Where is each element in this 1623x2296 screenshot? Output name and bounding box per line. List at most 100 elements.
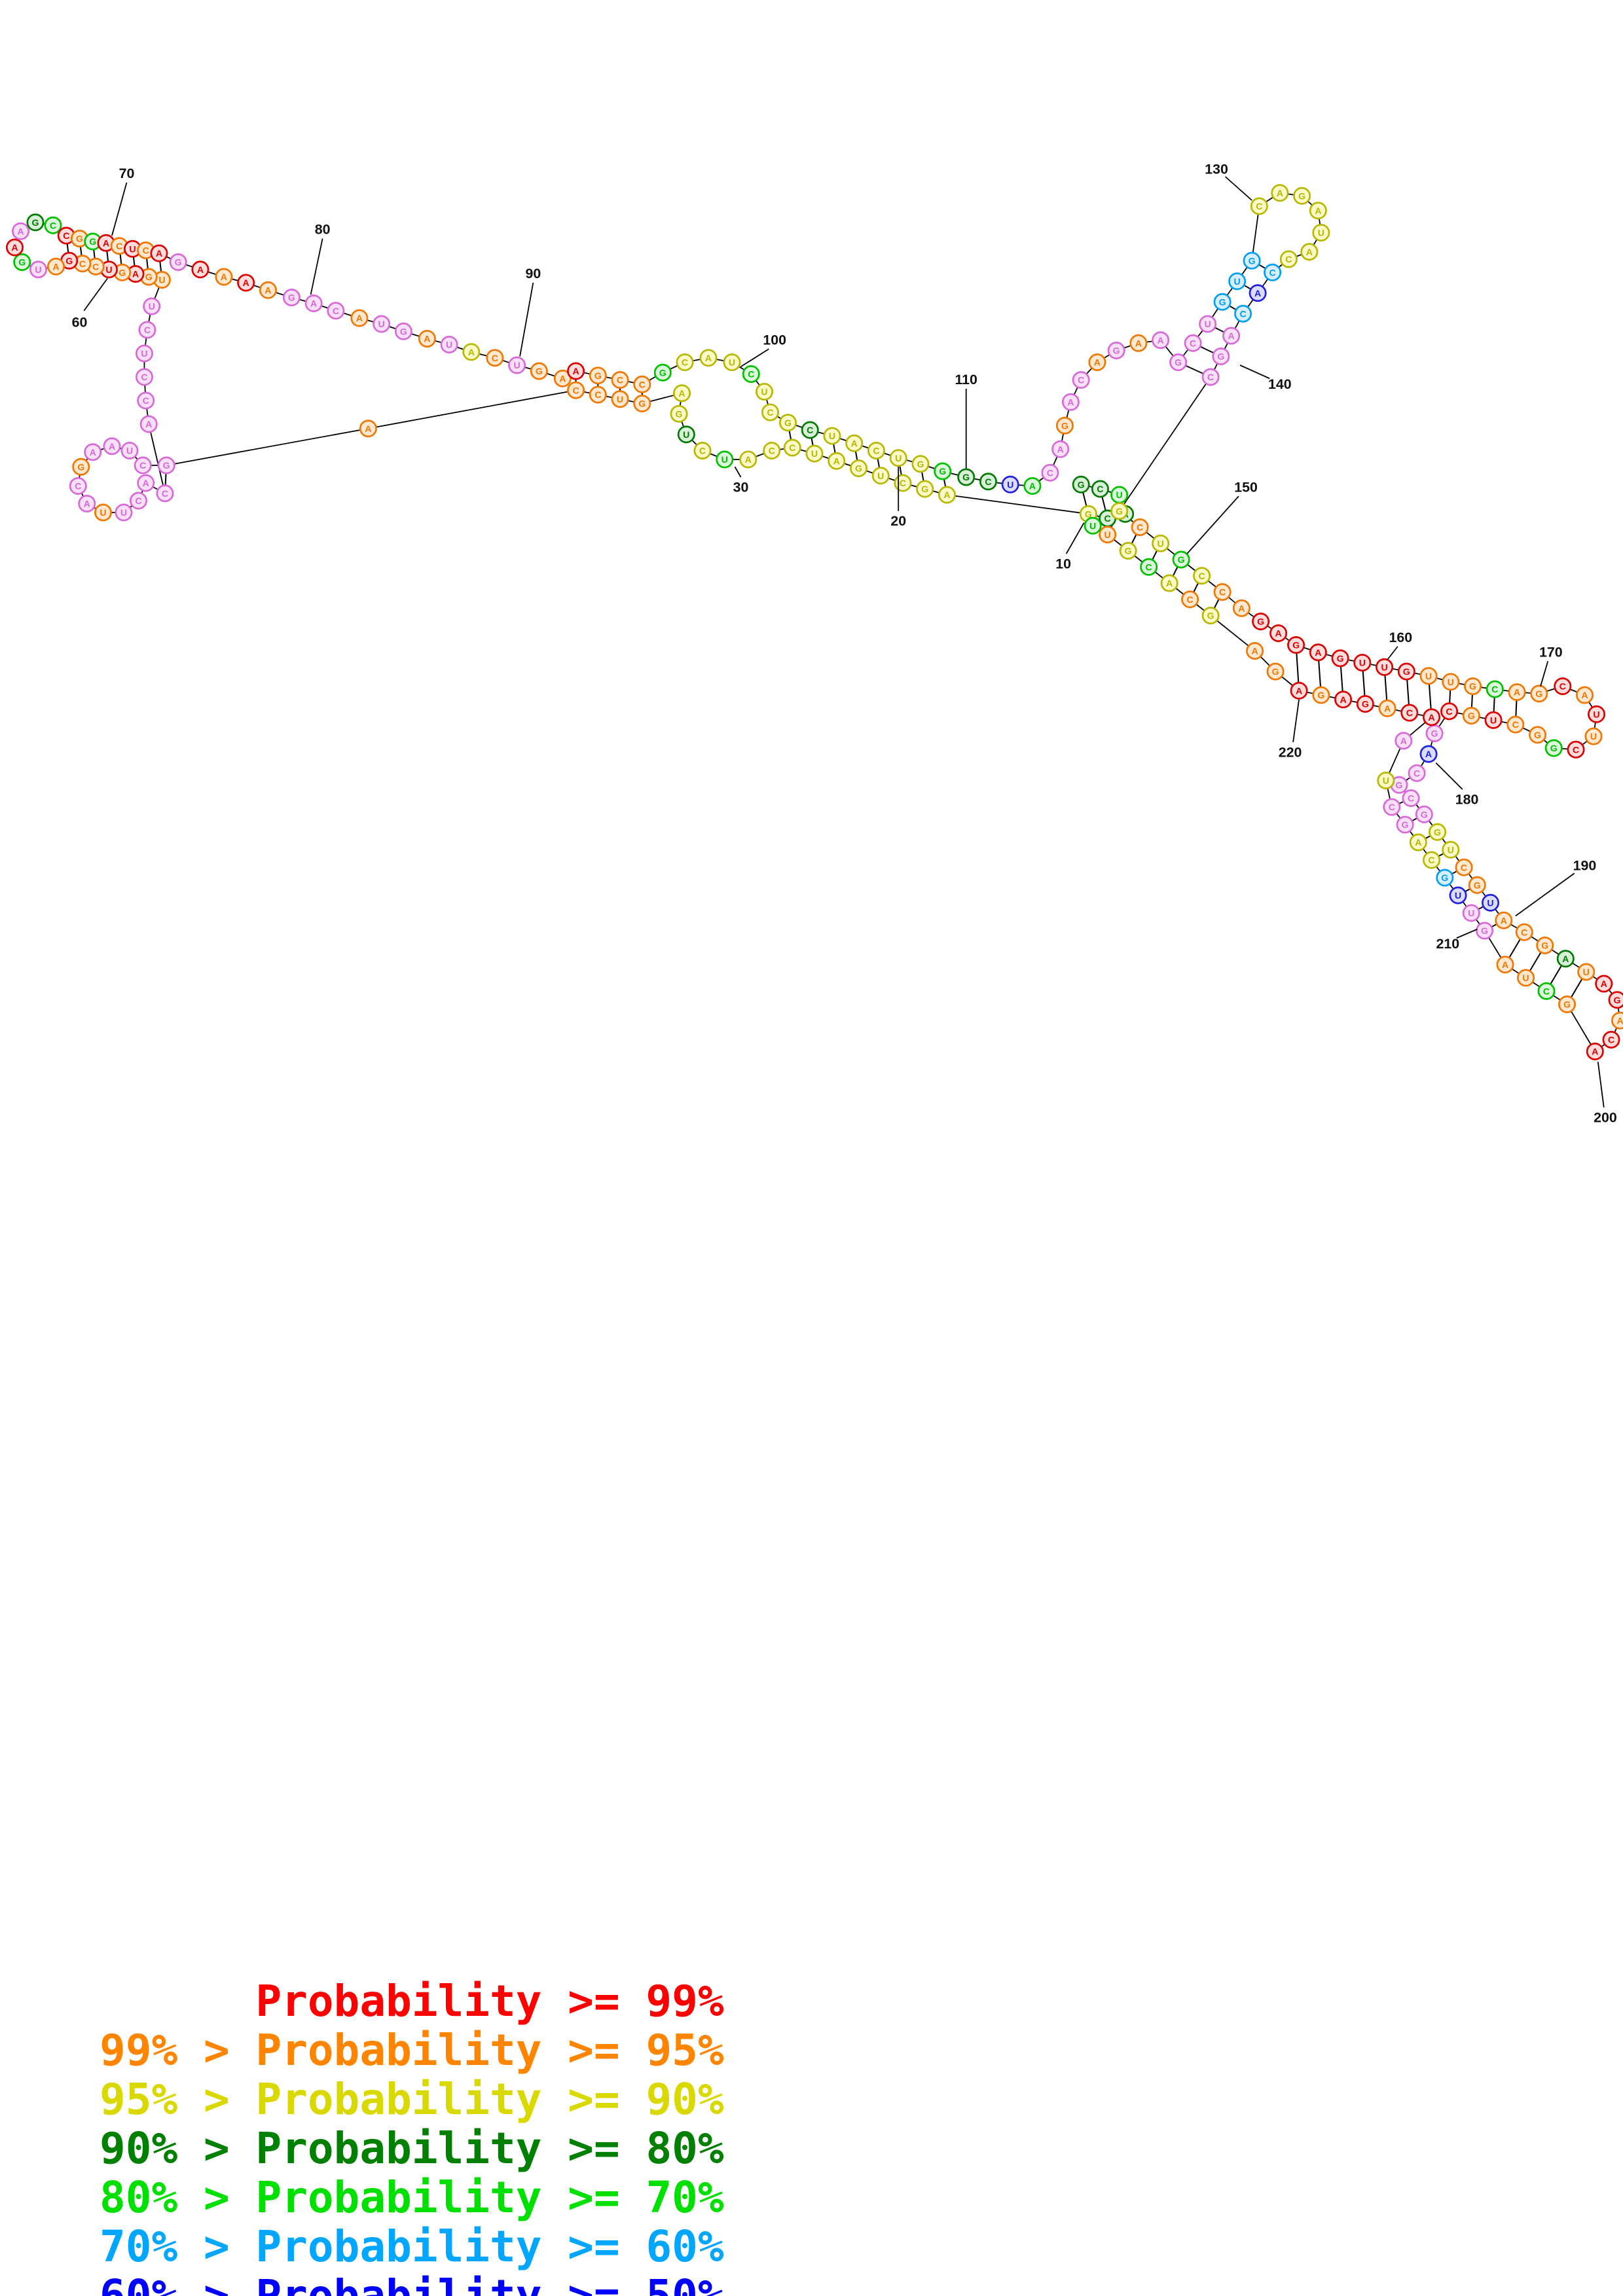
nucleotide-letter: C — [79, 259, 86, 270]
nucleotide-letter: U — [1381, 662, 1387, 673]
nucleotide-circle — [1554, 677, 1572, 696]
nucleotide-letter: A — [468, 348, 475, 358]
nucleotide-letter: C — [162, 489, 168, 499]
nucleotide-circle — [763, 442, 781, 460]
nucleotide-letter: A — [1067, 397, 1074, 408]
nucleotide-letter: U — [1205, 319, 1211, 330]
nucleotide-letter: C — [748, 370, 754, 380]
nucleotide-circle — [304, 295, 323, 313]
nucleotide-letter: U — [120, 508, 127, 518]
nucleotide-circle — [1377, 771, 1395, 789]
nucleotide-letter: U — [1583, 967, 1590, 978]
legend-row-5: 80% > Probability >= 70% — [100, 2172, 724, 2223]
nucleotide-letter: A — [243, 278, 249, 289]
nucleotide-letter: U — [1359, 658, 1366, 669]
nucleotide-letter: U — [149, 302, 155, 312]
nucleotide-letter: G — [1125, 547, 1132, 557]
label-leader-line — [310, 238, 323, 295]
nucleotide-letter: A — [156, 249, 162, 259]
nucleotide-circle — [1353, 654, 1372, 672]
nucleotide-letter: C — [50, 221, 56, 231]
sequence-number-label: 110 — [955, 372, 977, 387]
nucleotide-circle — [1250, 197, 1268, 215]
nucleotide-letter: A — [221, 272, 227, 283]
nucleotide-letter: G — [18, 258, 26, 268]
label-leader-line — [1387, 646, 1398, 660]
nucleotide-letter: U — [1104, 530, 1111, 541]
nucleotide-circle — [1495, 911, 1513, 929]
nucleotide-circle — [282, 289, 301, 307]
nucleotide-letter: G — [1563, 1000, 1571, 1011]
nucleotide-circle — [1201, 607, 1220, 625]
probability-legend: Probability >= 99% 99% > Probability >= 9… — [100, 1829, 958, 2296]
nucleotide-circle — [139, 415, 158, 433]
nucleotide-circle — [1199, 315, 1217, 333]
nucleotide-circle — [191, 260, 210, 279]
nucleotide-letter: C — [92, 262, 99, 272]
nucleotide-letter: A — [365, 424, 371, 435]
nucleotide-letter: G — [1317, 691, 1324, 701]
nucleotide-letter: U — [1490, 715, 1497, 726]
backbone-segment — [947, 494, 1089, 515]
nucleotide-letter: U — [141, 349, 147, 359]
nucleotide-circle — [1464, 677, 1482, 696]
nucleotide-circle — [677, 425, 695, 444]
nucleotide-circle — [1611, 1011, 1623, 1030]
nucleotide-circle — [553, 369, 572, 387]
nucleotide-circle — [779, 414, 797, 432]
nucleotide-letter: U — [1383, 776, 1389, 787]
nucleotide-circle — [849, 459, 867, 478]
nucleotide-letter: G — [1421, 810, 1428, 820]
nucleotide-circle — [120, 442, 139, 460]
nucleotide-letter: C — [1078, 376, 1084, 386]
nucleotide-circle — [716, 450, 734, 469]
nucleotide-letter: A — [17, 226, 24, 237]
nucleotide-letter: U — [1590, 732, 1597, 742]
sequence-number-label: 180 — [1455, 791, 1479, 807]
nucleotide-circle — [1222, 327, 1241, 345]
nucleotide-circle — [394, 322, 412, 340]
nucleotide-circle — [1409, 833, 1427, 852]
nucleotide-letter: U — [513, 361, 520, 371]
nucleotide-circle — [1169, 353, 1188, 372]
nucleotide-letter: C — [1219, 588, 1226, 598]
nucleotide-circle — [676, 353, 694, 372]
nucleotide-circle — [1577, 963, 1596, 981]
backbone-segment — [1210, 615, 1256, 652]
sequence-number-label: 80 — [315, 222, 331, 238]
nucleotide-letter: U — [721, 455, 728, 465]
nucleotide-letter: G — [145, 272, 153, 283]
nucleotide-letter: A — [1415, 838, 1421, 848]
backbone-segment — [1118, 376, 1211, 512]
nucleotide-circle — [1091, 480, 1109, 498]
nucleotide-circle — [156, 484, 174, 503]
nucleotide-letter: U — [877, 471, 884, 482]
nucleotide-circle — [1099, 526, 1117, 544]
nucleotide-circle — [1160, 574, 1178, 592]
nucleotide-circle — [1152, 534, 1170, 552]
nucleotide-circle — [1517, 969, 1535, 987]
nucleotide-circle — [137, 391, 155, 410]
nucleotide-letter: U — [1448, 677, 1454, 688]
base-pair-lines — [65, 235, 1587, 1005]
nucleotide-letter: G — [1534, 730, 1541, 741]
nucleotide-letter: A — [143, 478, 149, 489]
sequence-number-label: 30 — [733, 479, 749, 495]
nucleotide-circle — [44, 216, 62, 234]
sequence-number-label: 70 — [119, 166, 135, 181]
nucleotide-circle — [867, 442, 885, 460]
nucleotide-letter: A — [678, 389, 685, 399]
nucleotide-circle — [1287, 636, 1305, 655]
nucleotide-letter: G — [1541, 941, 1548, 952]
nucleotide-circle — [418, 330, 436, 348]
nucleotide-circle — [1408, 764, 1426, 782]
nucleotide-letter: U — [683, 430, 689, 440]
nucleotide-circle — [1484, 711, 1503, 729]
nucleotide-circle — [1537, 982, 1556, 1000]
sequence-number-label: 170 — [1539, 644, 1563, 660]
nucleotide-circle — [134, 456, 152, 475]
nucleotide-letter: C — [1199, 571, 1205, 582]
nucleotide-circle — [633, 375, 651, 393]
nucleotide-circle — [143, 297, 161, 315]
nucleotide-circle — [11, 222, 29, 240]
